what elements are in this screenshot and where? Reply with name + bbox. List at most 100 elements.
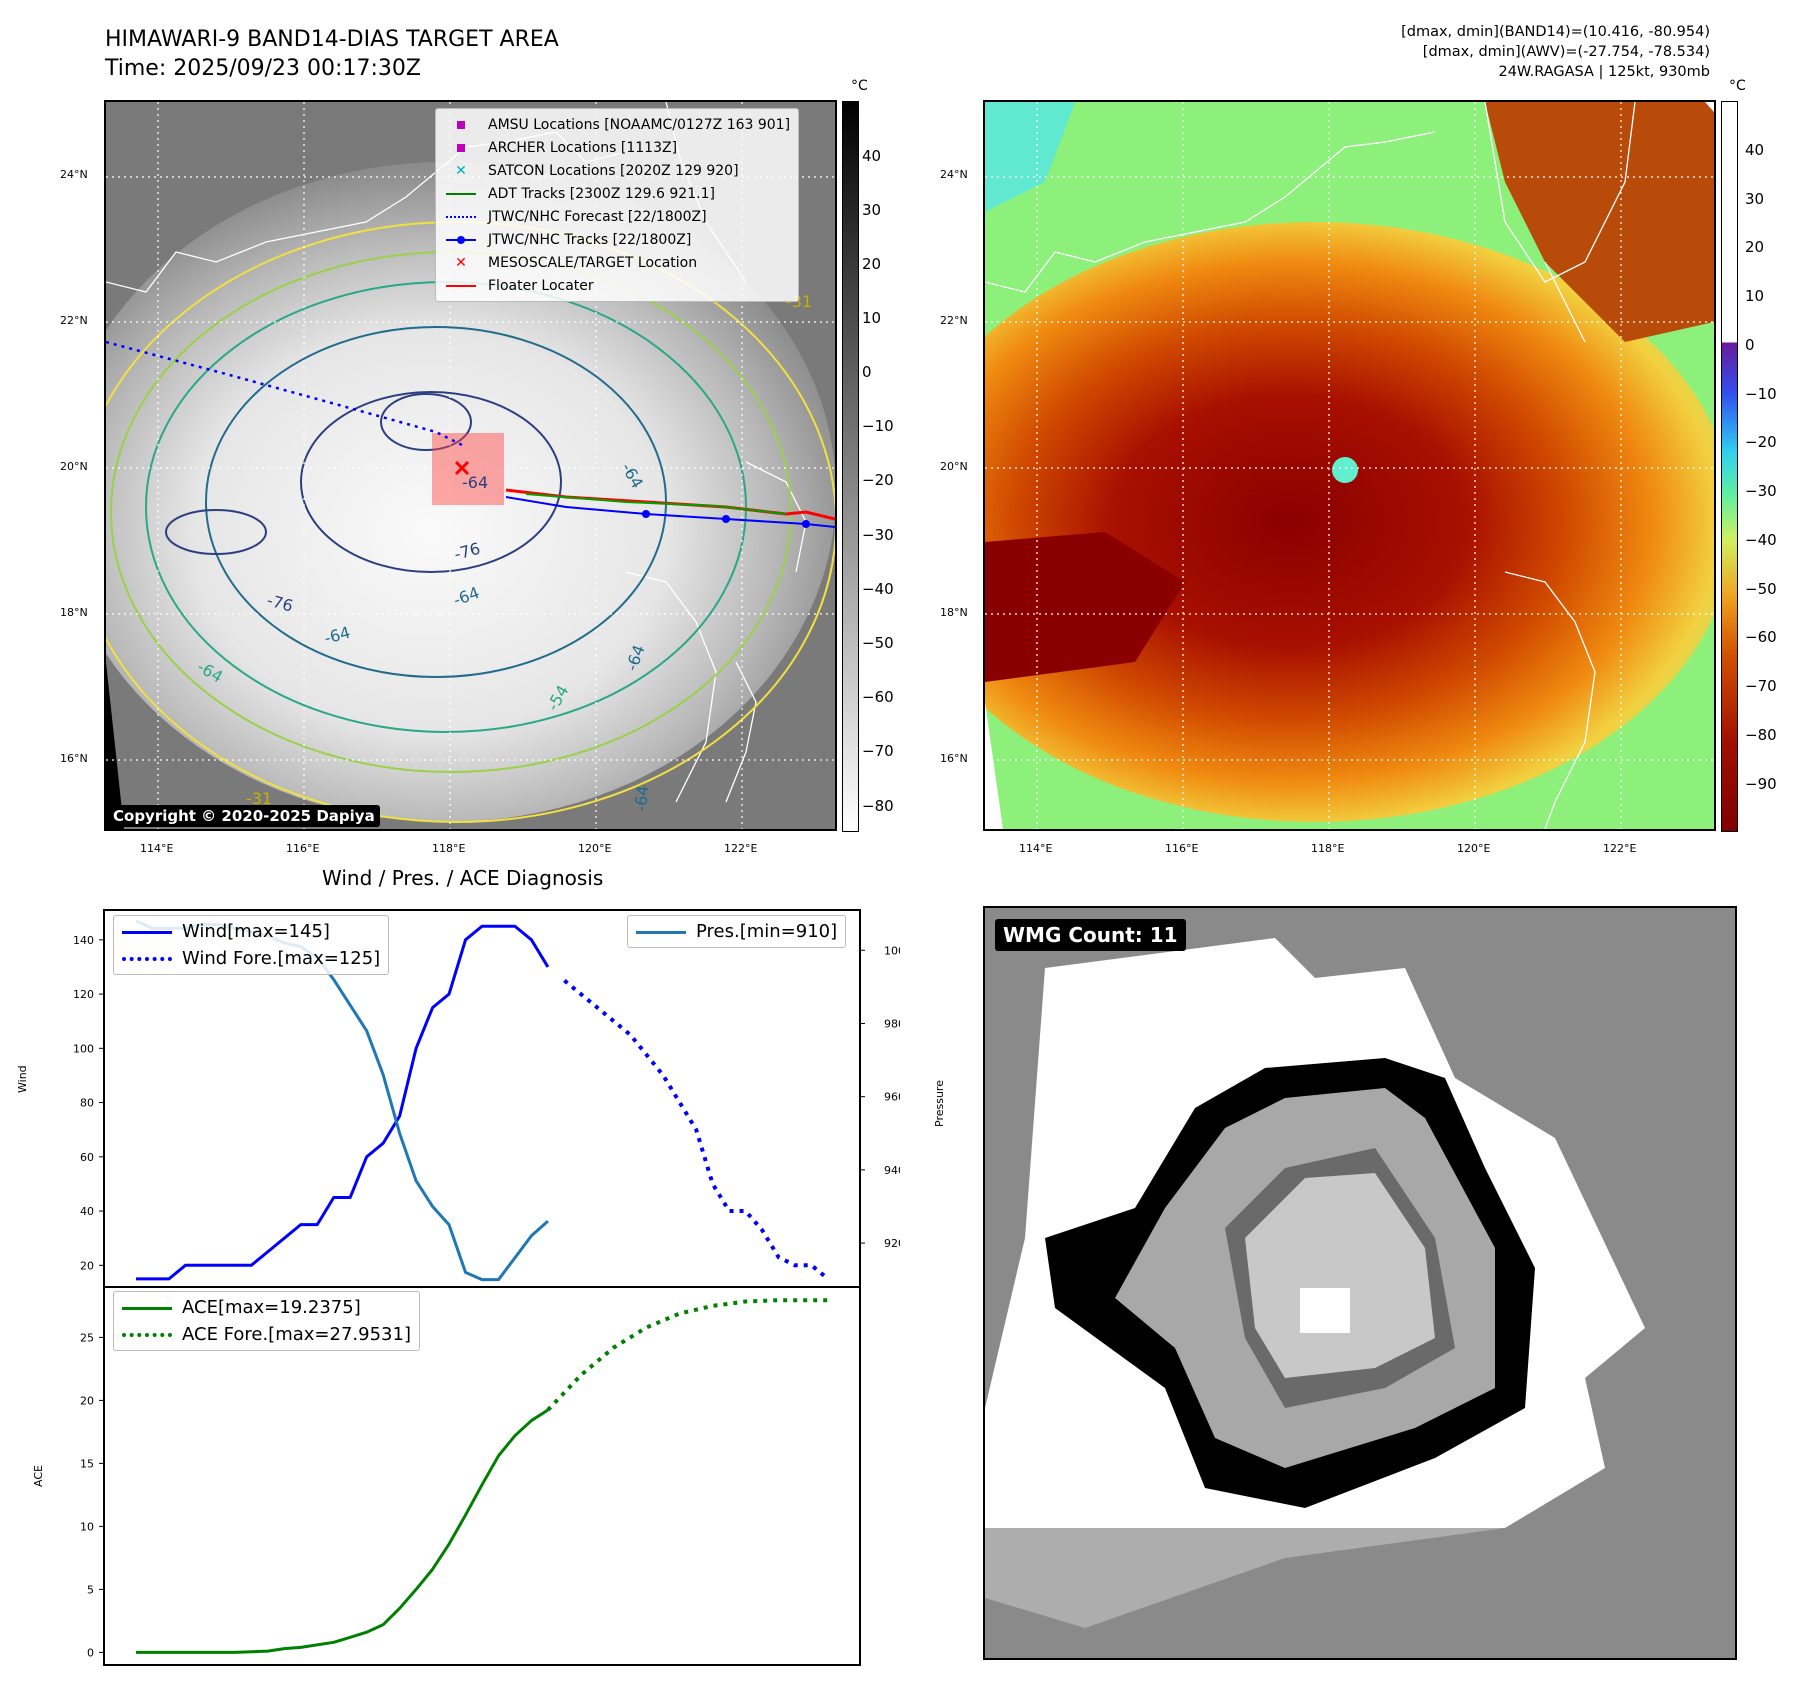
pressure-axis-tick-label: 920: [884, 1237, 900, 1250]
ir-colorbar: [842, 101, 859, 832]
jtwc-track-point: [642, 510, 650, 518]
colorbar-tick: 10: [1745, 287, 1764, 305]
colorbar-tick: −50: [1745, 580, 1777, 598]
legend-item-wind: Wind[max=145]: [122, 918, 380, 945]
diagnosis-title: Wind / Pres. / ACE Diagnosis: [322, 866, 603, 890]
pressure-axis-label: Pressure: [933, 1080, 946, 1127]
colorbar-tick: −80: [1745, 726, 1777, 744]
info-storm: 24W.RAGASA | 125kt, 930mb: [1498, 64, 1710, 80]
legend-label: JTWC/NHC Tracks [22/1800Z]: [488, 232, 691, 248]
legend-label: ARCHER Locations [1113Z]: [488, 140, 677, 156]
colorbar-tick: 20: [1745, 238, 1764, 256]
ir-legend: AMSU Locations [NOAAMC/0127Z 163 901] AR…: [435, 108, 799, 302]
square-marker-icon: [444, 118, 478, 132]
dotted-line-icon: [122, 952, 172, 966]
colorbar-tick: −40: [1745, 531, 1777, 549]
lon-tick: 120°E: [1457, 842, 1490, 855]
colorbar-tick: −70: [1745, 677, 1777, 695]
ace-axis-tick-label: 0: [87, 1646, 94, 1659]
series-line-ace: [136, 1410, 548, 1652]
legend-item-satcon: ✕ SATCON Locations [2020Z 129 920]: [444, 159, 790, 182]
lon-tick: 116°E: [1165, 842, 1198, 855]
colorbar-tick: 40: [1745, 141, 1764, 159]
lat-tick: 22°N: [940, 314, 968, 327]
ace-axis-label: ACE: [32, 1465, 45, 1487]
colorbar-tick: −20: [1745, 433, 1777, 451]
legend-label: Wind[max=145]: [182, 921, 330, 942]
lat-tick: 24°N: [940, 168, 968, 181]
lat-tick: 22°N: [60, 314, 88, 327]
pressure-axis-tick-label: 1000: [884, 944, 900, 957]
contour-label: -64: [462, 473, 488, 492]
colorbar-tick: 30: [862, 201, 881, 219]
wmg-panel: WMG Count: 11: [983, 906, 1737, 1660]
ace-axis-tick-label: 25: [80, 1331, 94, 1344]
wmg-bottom-band: [985, 1528, 1735, 1658]
lat-tick: 20°N: [940, 460, 968, 473]
colorbar-tick: −80: [862, 797, 894, 815]
legend-item-ace-forecast: ACE Fore.[max=27.9531]: [122, 1321, 411, 1348]
colorbar-tick: 30: [1745, 190, 1764, 208]
info-awv-range: [dmax, dmin](AWV)=(-27.754, -78.534): [1423, 44, 1710, 60]
lat-tick: 16°N: [60, 752, 88, 765]
legend-item-mesoscale: ✕ MESOSCALE/TARGET Location: [444, 251, 790, 274]
wind-axis-tick-label: 20: [80, 1259, 94, 1272]
legend-item-jtwc-tracks: JTWC/NHC Tracks [22/1800Z]: [444, 228, 790, 251]
dotted-line-icon: [444, 210, 478, 224]
solid-line-icon: [122, 1301, 172, 1315]
jtwc-track-point: [802, 520, 810, 528]
awv-map-panel: [983, 100, 1716, 831]
legend-label: AMSU Locations [NOAAMC/0127Z 163 901]: [488, 117, 790, 133]
series-line-wind: [136, 926, 548, 1279]
legend-item-pressure: Pres.[min=910]: [636, 918, 837, 945]
legend-item-floater: Floater Locater: [444, 274, 790, 297]
colorbar-tick: −10: [1745, 385, 1777, 403]
awv-colorbar: [1721, 101, 1738, 832]
legend-label: ACE Fore.[max=27.9531]: [182, 1324, 411, 1345]
legend-label: Pres.[min=910]: [696, 921, 837, 942]
legend-label: MESOSCALE/TARGET Location: [488, 255, 697, 271]
legend-label: SATCON Locations [2020Z 129 920]: [488, 163, 739, 179]
lat-tick: 16°N: [940, 752, 968, 765]
ir-colorbar-unit: °C: [851, 78, 868, 94]
ace-axis-tick-label: 10: [80, 1520, 94, 1533]
wind-axis-label: Wind: [16, 1065, 29, 1093]
ace-axis-tick-label: 5: [87, 1583, 94, 1596]
legend-label: Floater Locater: [488, 278, 594, 294]
legend-label: ACE[max=19.2375]: [182, 1297, 361, 1318]
lon-tick: 116°E: [286, 842, 319, 855]
wind-axis-tick-label: 60: [80, 1151, 94, 1164]
lat-tick: 20°N: [60, 460, 88, 473]
colorbar-tick: −30: [862, 526, 894, 544]
awv-colorbar-unit: °C: [1729, 78, 1746, 94]
ace-legend: ACE[max=19.2375] ACE Fore.[max=27.9531]: [113, 1291, 420, 1351]
lon-tick: 118°E: [1311, 842, 1344, 855]
dotted-line-icon: [122, 1328, 172, 1342]
colorbar-tick: −70: [862, 742, 894, 760]
pressure-legend: Pres.[min=910]: [627, 915, 846, 948]
jtwc-track-point: [722, 515, 730, 523]
colorbar-tick: 0: [862, 363, 872, 381]
legend-item-wind-forecast: Wind Fore.[max=125]: [122, 945, 380, 972]
target-area-box: [432, 433, 504, 505]
lat-tick: 18°N: [940, 606, 968, 619]
legend-item-ace: ACE[max=19.2375]: [122, 1294, 411, 1321]
x-marker-icon: ✕: [444, 164, 478, 178]
colorbar-tick: −90: [1745, 775, 1777, 793]
lat-tick: 18°N: [60, 606, 88, 619]
awv-eye: [1332, 457, 1358, 483]
colorbar-tick: −40: [862, 580, 894, 598]
awv-map-svg: [985, 102, 1714, 829]
wind-legend: Wind[max=145] Wind Fore.[max=125]: [113, 915, 389, 975]
colorbar-tick: −50: [862, 634, 894, 652]
colorbar-tick: 20: [862, 255, 881, 273]
lon-tick: 120°E: [578, 842, 611, 855]
wmg-eye: [1300, 1288, 1350, 1333]
main-title: HIMAWARI-9 BAND14-DIAS TARGET AREA: [105, 27, 559, 52]
legend-label: JTWC/NHC Forecast [22/1800Z]: [488, 209, 707, 225]
wind-axis-tick-label: 120: [73, 988, 94, 1001]
legend-label: ADT Tracks [2300Z 129.6 921.1]: [488, 186, 715, 202]
wind-axis-tick-label: 140: [73, 934, 94, 947]
wmg-svg: [985, 908, 1735, 1658]
lon-tick: 122°E: [1603, 842, 1636, 855]
